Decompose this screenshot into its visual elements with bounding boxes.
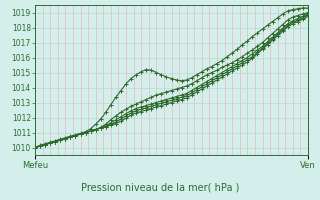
Text: Pression niveau de la mer( hPa ): Pression niveau de la mer( hPa )	[81, 182, 239, 192]
